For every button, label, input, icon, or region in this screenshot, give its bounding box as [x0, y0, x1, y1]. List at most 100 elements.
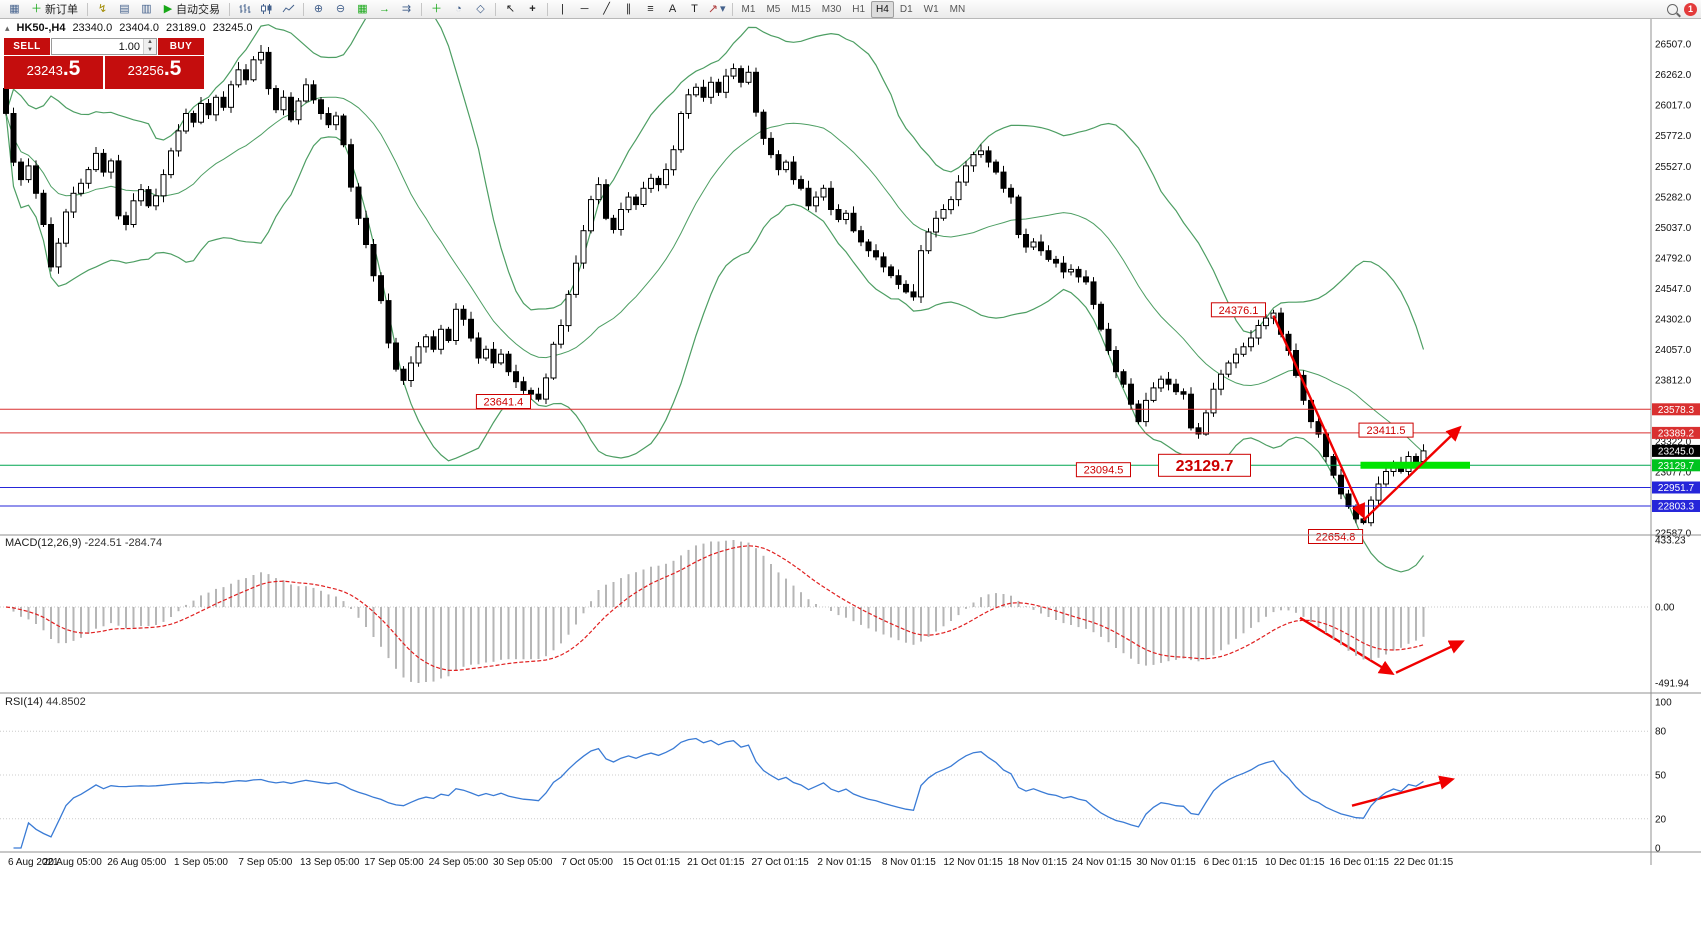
- lot-size-value[interactable]: 1.00: [118, 41, 140, 53]
- trend-arrow-macd[interactable]: [1395, 640, 1465, 674]
- lot-increment-button[interactable]: ▲: [144, 39, 156, 47]
- chart-profiles-icon[interactable]: ▤: [119, 2, 130, 15]
- equidistant-channel-icon[interactable]: ∥: [625, 2, 632, 15]
- line-chart-icon[interactable]: [278, 1, 299, 17]
- separator: [87, 2, 88, 16]
- svg-text:80: 80: [1655, 727, 1667, 738]
- time-label: 13 Sep 05:00: [300, 857, 360, 868]
- svg-text:0.00: 0.00: [1655, 603, 1675, 614]
- timeframe-m5[interactable]: M5: [766, 3, 781, 15]
- macd-layer: 433.23 0.00 -491.94: [0, 536, 1689, 690]
- indicators-icon[interactable]: ＋: [431, 2, 442, 15]
- separator: [547, 2, 548, 16]
- price-label-23129.7[interactable]: 23129.7: [1158, 453, 1251, 477]
- svg-text:24057.0: 24057.0: [1655, 345, 1692, 356]
- svg-text:22587.0: 22587.0: [1655, 529, 1692, 540]
- expert-advisors-icon[interactable]: ↯: [97, 2, 108, 15]
- svg-text:24376.1: 24376.1: [1219, 305, 1259, 317]
- tile-windows-icon[interactable]: ▦: [357, 2, 368, 15]
- time-label: 7 Sep 05:00: [238, 857, 292, 868]
- bar-chart-icon[interactable]: [234, 1, 255, 17]
- svg-text:23812.0: 23812.0: [1655, 376, 1692, 387]
- levels-layer: [0, 408, 1651, 507]
- trend-arrow-rsi[interactable]: [1351, 775, 1456, 807]
- auto-scroll-icon[interactable]: →: [379, 2, 390, 15]
- auto-trading-label: 自动交易: [176, 4, 220, 16]
- ohlc-open: 23340.0: [72, 22, 113, 34]
- time-label: 6 Dec 01:15: [1204, 857, 1258, 868]
- templates-icon[interactable]: ◇: [476, 2, 485, 15]
- timeframe-h1[interactable]: H1: [852, 3, 866, 15]
- price-label-22654.8[interactable]: 22654.8: [1308, 529, 1364, 544]
- arrows-menu-icon[interactable]: ▾: [706, 1, 728, 17]
- text-label-icon[interactable]: T: [691, 2, 698, 15]
- timeframe-m30[interactable]: M30: [821, 3, 842, 15]
- timeframe-m15[interactable]: M15: [791, 3, 811, 15]
- svg-text:20: 20: [1655, 814, 1667, 825]
- svg-text:25527.0: 25527.0: [1655, 162, 1692, 173]
- price-tag-23245.0: [1652, 444, 1700, 457]
- sell-button[interactable]: SELL: [4, 38, 50, 55]
- buy-price-main: 23256: [127, 63, 164, 78]
- lot-decrement-button[interactable]: ▼: [144, 46, 156, 54]
- price-tag-22951.7: [1652, 481, 1700, 494]
- timeframe-group: M1 M5 M15 M30 H1 H4 D1 W1 MN: [737, 0, 971, 18]
- svg-text:0: 0: [1655, 844, 1661, 855]
- trend-arrow-chart[interactable]: [1272, 315, 1365, 520]
- timeframe-h4[interactable]: H4: [871, 0, 894, 18]
- horizontal-line-icon[interactable]: ─: [580, 2, 589, 15]
- svg-text:23389.2: 23389.2: [1658, 428, 1695, 439]
- text-icon[interactable]: A: [668, 2, 677, 15]
- svg-text:23578.3: 23578.3: [1658, 405, 1695, 416]
- svg-text:25772.0: 25772.0: [1655, 131, 1692, 142]
- sell-price[interactable]: 23243 .5: [4, 56, 103, 89]
- rsi-line: [13, 737, 1424, 849]
- svg-text:23129.7: 23129.7: [1176, 458, 1234, 475]
- crosshair-icon[interactable]: +: [529, 2, 536, 15]
- separator: [731, 2, 733, 16]
- chart-shift-icon[interactable]: ⇉: [401, 2, 412, 15]
- time-label: 30 Nov 01:15: [1136, 857, 1196, 868]
- time-label: 17 Sep 05:00: [364, 857, 424, 868]
- svg-text:23411.5: 23411.5: [1367, 425, 1406, 437]
- periods-icon[interactable]: ◔: [455, 2, 462, 15]
- terminal-icon[interactable]: ▥: [141, 2, 152, 15]
- cursor-icon[interactable]: ↖: [505, 2, 516, 15]
- timeframe-w1[interactable]: W1: [923, 3, 939, 15]
- price-label-23641.4[interactable]: 23641.4: [475, 394, 531, 409]
- trend-arrow-chart[interactable]: [1362, 425, 1462, 522]
- vertical-line-icon[interactable]: |: [561, 2, 564, 15]
- search-icon[interactable]: [1662, 1, 1683, 17]
- lot-size-field[interactable]: 1.00 ▲ ▼: [51, 38, 157, 55]
- price-label-23094.5[interactable]: 23094.5: [1075, 462, 1132, 478]
- trendline-icon[interactable]: ╱: [603, 2, 610, 15]
- timeframe-d1[interactable]: D1: [899, 3, 913, 15]
- candlestick-chart-icon[interactable]: [256, 1, 277, 17]
- one-click-trading-panel: SELL 1.00 ▲ ▼ BUY 23243 .5 23256 .5: [4, 38, 204, 89]
- time-label: 20 Aug 05:00: [43, 857, 102, 868]
- price-label-23411.5[interactable]: 23411.5: [1358, 422, 1414, 438]
- zoom-out-icon[interactable]: ⊖: [335, 2, 346, 15]
- new-chart-icon[interactable]: ▦: [9, 2, 20, 15]
- trend-arrow-macd[interactable]: [1299, 616, 1395, 676]
- time-label: 15 Oct 01:15: [623, 857, 681, 868]
- timeframe-mn[interactable]: MN: [949, 3, 966, 15]
- notification-badge[interactable]: 1: [1684, 2, 1697, 16]
- buy-button[interactable]: BUY: [158, 38, 204, 55]
- svg-text:24547.0: 24547.0: [1655, 284, 1692, 295]
- plus-icon: ＋: [31, 2, 42, 15]
- chart-canvas[interactable]: 23641.4 24376.1 23411.5 23094.5 23129.7 22654…: [0, 19, 1701, 943]
- timeframe-m1[interactable]: M1: [741, 3, 756, 15]
- buy-price[interactable]: 23256 .5: [105, 56, 204, 89]
- new-order-button[interactable]: ＋ 新订单: [26, 1, 83, 17]
- fibonacci-icon[interactable]: ≡: [647, 2, 654, 15]
- svg-text:26507.0: 26507.0: [1655, 40, 1692, 51]
- auto-trading-button[interactable]: ▶ 自动交易: [158, 1, 225, 17]
- one-click-collapse-icon[interactable]: ▴: [5, 22, 10, 33]
- zoom-in-icon[interactable]: ⊕: [313, 2, 324, 15]
- symbol-ohlc-bar: ▴ HK50-,H4 23340.0 23404.0 23189.0 23245…: [5, 22, 253, 34]
- new-order-label: 新订单: [45, 4, 78, 16]
- price-label-24376.1[interactable]: 24376.1: [1210, 302, 1267, 318]
- candles-layer: [3, 45, 1427, 527]
